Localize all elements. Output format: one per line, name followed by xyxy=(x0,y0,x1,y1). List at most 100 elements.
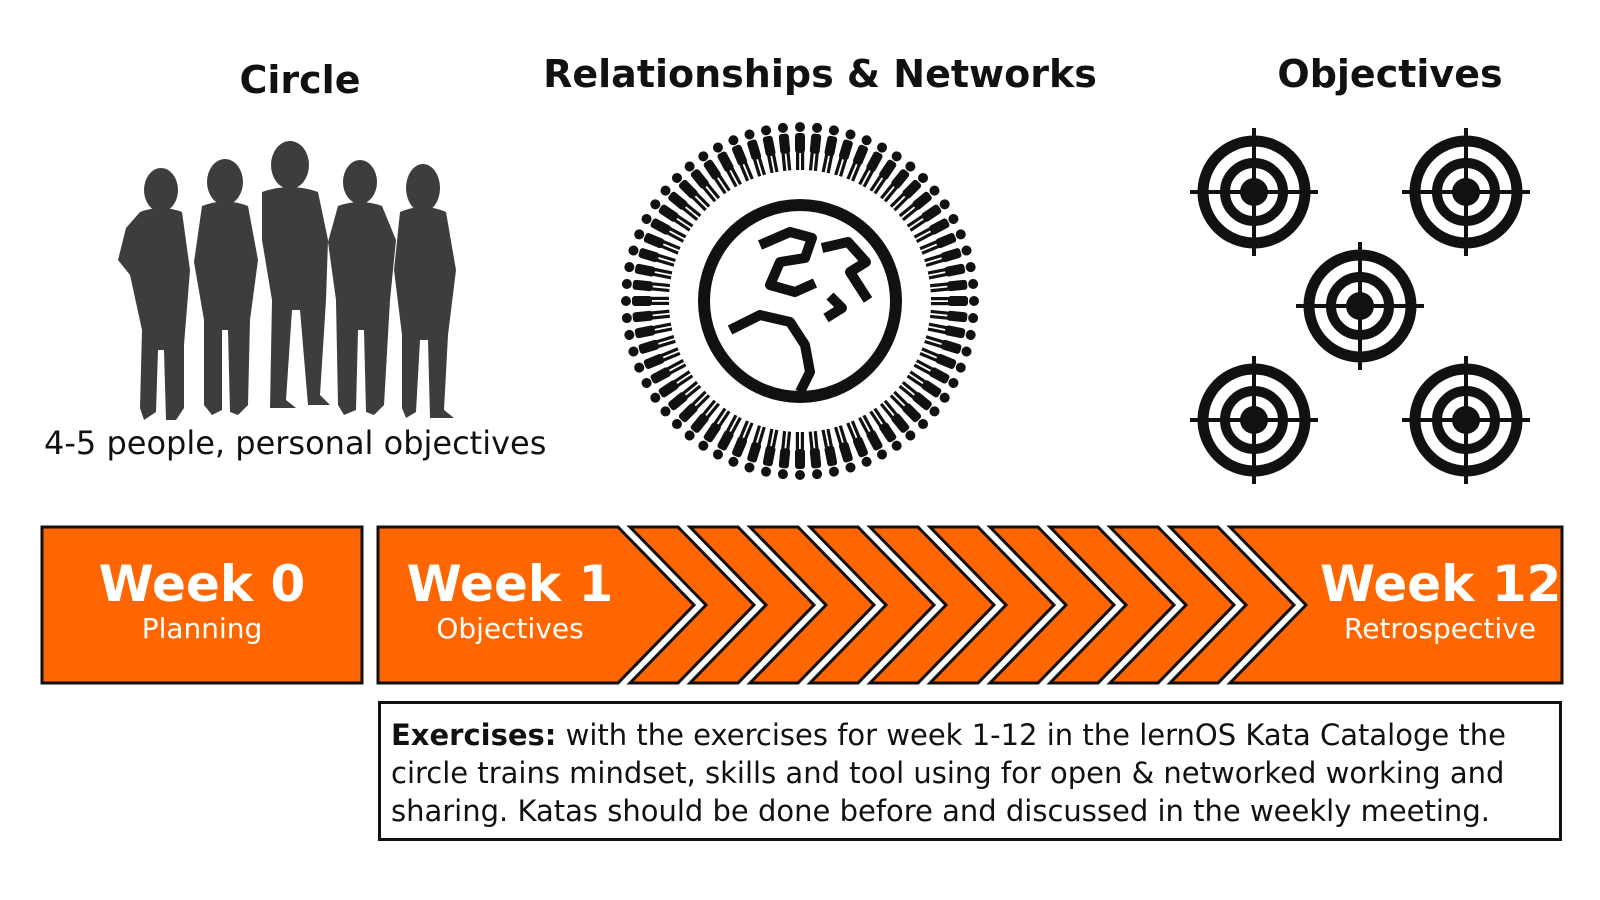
ring-person-icon xyxy=(641,213,687,243)
circle-title: Circle xyxy=(239,58,361,102)
objectives-title: Objectives xyxy=(1277,52,1503,96)
ring-person-icon xyxy=(913,359,959,389)
ring-person-icon xyxy=(744,425,766,473)
ring-person-icon xyxy=(660,185,702,221)
ring-person-icon xyxy=(628,335,676,357)
ring-person-icon xyxy=(728,420,754,467)
ring-person-icon xyxy=(671,390,711,430)
ring-person-icon xyxy=(906,370,950,403)
week1-arrow xyxy=(376,525,697,685)
ring-person-icon xyxy=(846,420,872,467)
ring-person-icon xyxy=(931,296,979,306)
ring-person-icon xyxy=(808,122,823,172)
exercises-box: Exercises: with the exercises for week 1… xyxy=(378,701,1562,841)
ring-person-icon xyxy=(621,278,671,293)
week12-label: Week 12 Retrospective xyxy=(1320,555,1562,646)
ring-person-icon xyxy=(795,122,805,170)
target-icon xyxy=(1190,128,1318,256)
ring-person-icon xyxy=(858,142,888,188)
week1-subtitle: Objectives xyxy=(436,612,584,645)
ring-person-icon xyxy=(834,129,856,177)
ring-person-icon xyxy=(624,262,673,280)
week12-subtitle: Retrospective xyxy=(1344,612,1536,645)
ring-person-icon xyxy=(712,414,742,460)
ring-person-icon xyxy=(927,262,976,280)
exercises-label: Exercises: xyxy=(391,718,557,752)
week0-label: Week 0 Planning xyxy=(42,556,362,646)
week0-block xyxy=(40,525,364,685)
ring-person-icon xyxy=(650,370,694,403)
target-icon xyxy=(1402,128,1530,256)
ring-person-icon xyxy=(761,125,779,174)
ring-person-icon xyxy=(671,172,711,212)
ring-person-icon xyxy=(924,335,972,357)
ring-person-icon xyxy=(684,399,720,441)
week12-arrow xyxy=(1226,525,1564,685)
ring-person-icon xyxy=(761,428,779,477)
week0-subtitle: Planning xyxy=(141,612,263,645)
ring-person-icon xyxy=(821,428,839,477)
ring-person-icon xyxy=(641,359,687,389)
chevron-arrow xyxy=(866,525,997,685)
ring-person-icon xyxy=(927,322,976,340)
ring-person-icon xyxy=(744,129,766,177)
chevron-arrow xyxy=(1106,525,1237,685)
target-icon xyxy=(1190,356,1318,484)
ring-person-icon xyxy=(913,213,959,243)
ring-person-icon xyxy=(660,380,702,417)
week0-title: Week 0 xyxy=(98,555,306,613)
ring-person-icon xyxy=(698,407,731,451)
ring-person-icon xyxy=(777,430,792,480)
chevron-arrow xyxy=(746,525,877,685)
network-title: Relationships & Networks xyxy=(543,52,1097,96)
week12-title: Week 12 xyxy=(1320,555,1562,613)
chevron-arrow xyxy=(1166,525,1297,685)
exercises-text: with the exercises for week 1-12 in the … xyxy=(391,718,1507,828)
ring-person-icon xyxy=(650,199,694,232)
ring-person-icon xyxy=(858,414,888,460)
ring-person-icon xyxy=(869,407,902,451)
ring-person-icon xyxy=(628,245,676,267)
ring-person-icon xyxy=(621,309,671,324)
ring-person-icon xyxy=(834,425,856,473)
ring-person-icon xyxy=(846,135,872,182)
ring-person-icon xyxy=(795,432,805,480)
week1-title: Week 1 xyxy=(406,555,614,613)
ring-person-icon xyxy=(929,278,979,293)
ring-person-icon xyxy=(880,161,916,203)
ring-person-icon xyxy=(712,142,742,188)
week1-label: Week 1 Objectives xyxy=(380,556,640,646)
ring-person-icon xyxy=(898,381,940,417)
chevron-arrow xyxy=(806,525,937,685)
ring-person-icon xyxy=(879,399,916,441)
ring-person-icon xyxy=(624,322,673,340)
ring-person-icon xyxy=(919,229,966,255)
ring-person-icon xyxy=(684,161,721,203)
chevron-arrow xyxy=(926,525,1057,685)
target-icon xyxy=(1402,356,1530,484)
chevron-arrow xyxy=(986,525,1117,685)
ring-person-icon xyxy=(621,296,669,306)
ring-person-icon xyxy=(634,229,681,255)
ring-person-icon xyxy=(777,122,792,172)
chevron-arrow xyxy=(1046,525,1177,685)
target-icon xyxy=(1296,242,1424,370)
ring-person-icon xyxy=(808,430,823,480)
ring-person-icon xyxy=(634,347,681,373)
ring-person-icon xyxy=(889,172,929,212)
ring-person-icon xyxy=(728,135,754,182)
ring-person-icon xyxy=(889,390,929,430)
circle-caption: 4-5 people, personal objectives xyxy=(44,424,547,462)
ring-person-icon xyxy=(924,245,972,267)
ring-person-icon xyxy=(821,125,839,174)
chevron-arrow xyxy=(686,525,817,685)
ring-person-icon xyxy=(869,151,902,195)
ring-person-icon xyxy=(919,347,966,373)
ring-person-icon xyxy=(698,151,731,195)
ring-person-icon xyxy=(898,185,940,222)
chevron-arrow xyxy=(626,525,757,685)
